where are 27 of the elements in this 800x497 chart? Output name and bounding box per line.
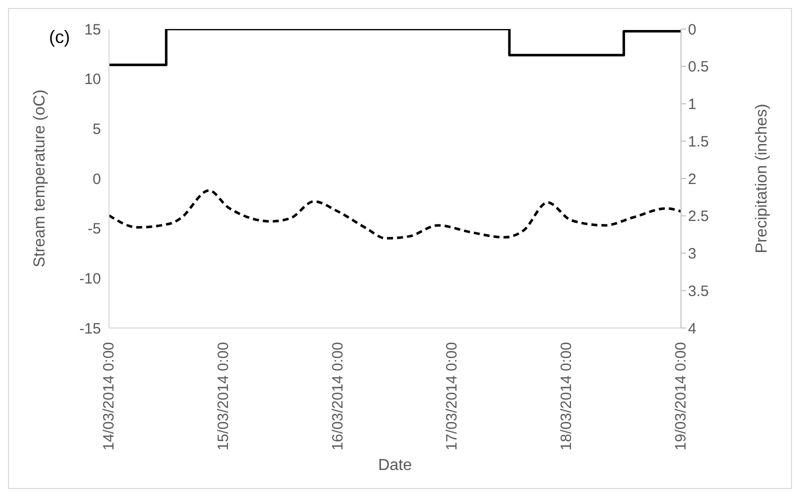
- y-tick-label: 5: [92, 120, 101, 138]
- x-axis-title: Date: [378, 457, 412, 474]
- y-tick-label: 10: [84, 71, 101, 88]
- y2-tick-label: 0.5: [688, 58, 709, 76]
- y2-tick-label: 1.5: [688, 133, 709, 150]
- y-axis-title: Stream temperature (oC): [32, 90, 49, 268]
- y-tick-label: 15: [84, 21, 101, 38]
- x-tick-label: 19/03/2014 0:00: [672, 342, 690, 450]
- y2-tick-label: 3: [688, 246, 696, 263]
- y2-axis-title: Precipitation (inches): [754, 104, 771, 254]
- y-tick-label: -5: [88, 220, 101, 238]
- y2-tick-label: 2: [688, 170, 696, 188]
- y2-tick-label: 2.5: [688, 208, 709, 226]
- y2-tick-label: 1: [688, 96, 696, 114]
- y2-tick-label: 3.5: [688, 282, 709, 300]
- y2-tick-label: 4: [688, 320, 696, 338]
- y-tick-label: -15: [79, 320, 101, 338]
- y-tick-label: -10: [79, 270, 101, 288]
- y-tick-label: 0: [92, 170, 101, 188]
- line-series: [109, 189, 681, 240]
- x-tick-label: 14/03/2014 0:00: [100, 342, 118, 450]
- y2-tick-label: 0: [688, 21, 696, 38]
- x-tick-label: 15/03/2014 0:00: [214, 342, 232, 450]
- x-tick-label: 18/03/2014 0:00: [558, 342, 576, 450]
- x-tick-label: 17/03/2014 0:00: [444, 342, 461, 450]
- chart-title: (c): [49, 27, 70, 48]
- x-tick-label: 16/03/2014 0:00: [329, 342, 346, 450]
